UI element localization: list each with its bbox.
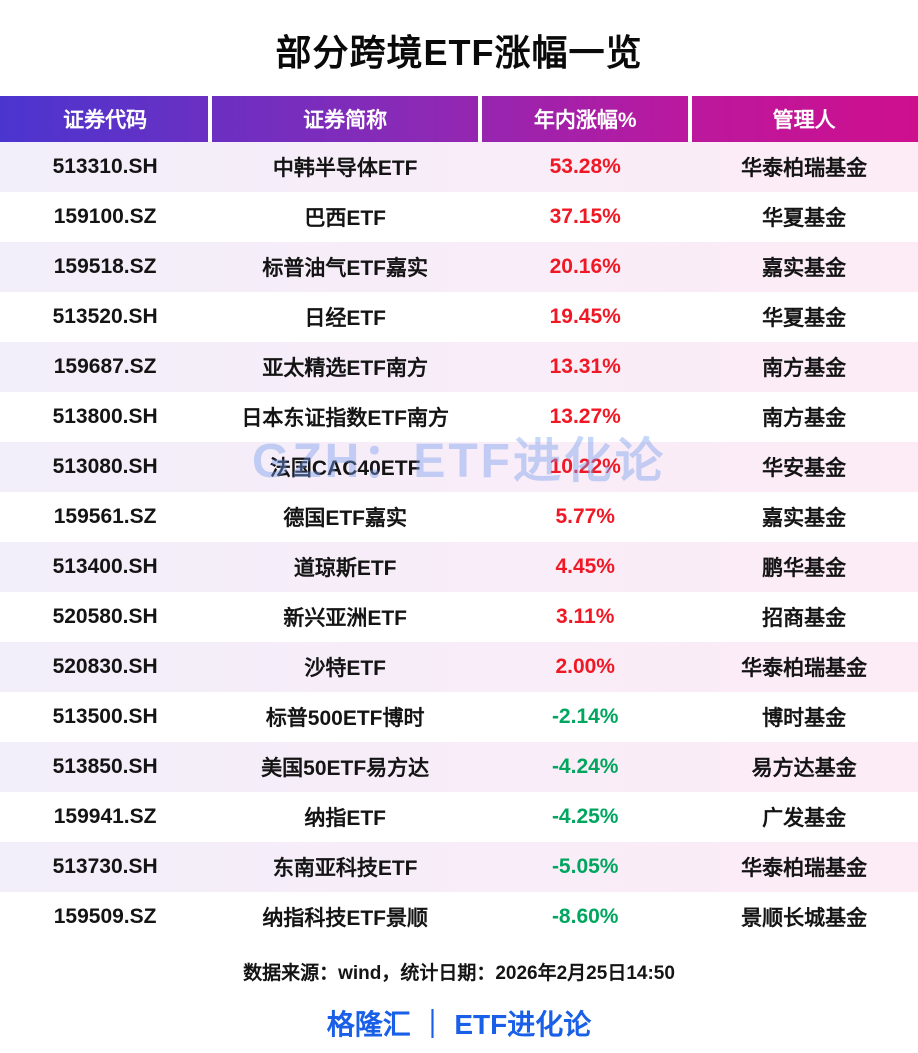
cell-code: 513800.SH (52, 405, 158, 428)
cell-code: 159509.SZ (53, 905, 157, 928)
cell-code: 159941.SZ (53, 805, 157, 828)
cell-change: 4.45% (555, 555, 615, 578)
cell-code: 513500.SH (52, 705, 158, 728)
cell-name: 日本东证指数ETF南方 (241, 407, 449, 430)
cell-change: 10.22% (549, 455, 621, 478)
cell-change: -2.14% (551, 705, 619, 728)
cell-name: 巴西ETF (304, 207, 386, 230)
header-divider (208, 96, 213, 142)
table-row: 159100.SZ 巴西ETF 37.15% 华夏基金 (0, 192, 918, 242)
cell-name: 道琼斯ETF (293, 557, 397, 580)
cell-code: 520830.SH (52, 655, 158, 678)
cell-name: 德国ETF嘉实 (283, 507, 407, 530)
cell-code: 159561.SZ (53, 505, 157, 528)
cell-change: -4.24% (551, 755, 619, 778)
cell-manager: 易方达基金 (751, 757, 857, 780)
table-row: 159518.SZ 标普油气ETF嘉实 20.16% 嘉实基金 (0, 242, 918, 292)
cell-code: 159100.SZ (53, 205, 157, 228)
etf-table: 证券代码 证券简称 年内涨幅% 管理人 513310.SH 中韩半导体ETF 53.… (0, 96, 918, 942)
cell-manager: 招商基金 (762, 607, 847, 630)
cell-manager: 南方基金 (762, 357, 847, 380)
table-row: 513520.SH 日经ETF 19.45% 华夏基金 (0, 292, 918, 342)
cell-name: 亚太精选ETF南方 (262, 357, 428, 380)
cell-change: 13.31% (549, 355, 621, 378)
cell-change: -4.25% (551, 805, 619, 828)
cell-change: 19.45% (549, 305, 621, 328)
cell-manager: 华夏基金 (762, 207, 847, 230)
table-row: 159941.SZ 纳指ETF -4.25% 广发基金 (0, 792, 918, 842)
table-row: 513800.SH 日本东证指数ETF南方 13.27% 南方基金 (0, 392, 918, 442)
cell-code: 513400.SH (52, 555, 158, 578)
cell-name: 标普油气ETF嘉实 (262, 257, 428, 280)
table-row: 513310.SH 中韩半导体ETF 53.28% 华泰柏瑞基金 (0, 142, 918, 192)
cell-code: 513520.SH (52, 305, 158, 328)
table-row: 513080.SH 法国CAC40ETF 10.22% 华安基金 (0, 442, 918, 492)
page-title: 部分跨境ETF涨幅一览 (275, 32, 643, 73)
cell-code: 159687.SZ (53, 355, 157, 378)
cell-name: 法国CAC40ETF (269, 457, 421, 480)
table-row: 159687.SZ 亚太精选ETF南方 13.31% 南方基金 (0, 342, 918, 392)
cell-manager: 华夏基金 (762, 307, 847, 330)
table-row: 520580.SH 新兴亚洲ETF 3.11% 招商基金 (0, 592, 918, 642)
cell-change: 2.00% (555, 655, 615, 678)
brand-footer: 格隆汇 ｜ ETF进化论 (326, 1009, 592, 1040)
cell-change: 13.27% (549, 405, 621, 428)
cell-manager: 博时基金 (762, 707, 847, 730)
cell-manager: 华泰柏瑞基金 (741, 157, 868, 180)
cell-name: 标普500ETF博时 (265, 707, 425, 730)
header-name: 证券简称 (303, 109, 388, 132)
table-row: 520830.SH 沙特ETF 2.00% 华泰柏瑞基金 (0, 642, 918, 692)
cell-name: 新兴亚洲ETF (283, 607, 407, 630)
cell-manager: 华安基金 (762, 457, 847, 480)
header-code: 证券代码 (63, 109, 148, 132)
cell-manager: 南方基金 (762, 407, 847, 430)
table-row: 513730.SH 东南亚科技ETF -5.05% 华泰柏瑞基金 (0, 842, 918, 892)
cell-name: 纳指ETF (304, 807, 386, 830)
cell-manager: 华泰柏瑞基金 (741, 857, 868, 880)
cell-change: 5.77% (555, 505, 615, 528)
cell-change: 53.28% (549, 155, 621, 178)
cell-manager: 景顺长城基金 (741, 907, 868, 930)
cell-manager: 嘉实基金 (762, 257, 847, 280)
cell-change: 3.11% (556, 605, 615, 628)
cell-manager: 嘉实基金 (762, 507, 847, 530)
cell-name: 中韩半导体ETF (272, 157, 418, 180)
cell-change: 37.15% (549, 205, 621, 228)
cell-code: 159518.SZ (53, 255, 157, 278)
header-change: 年内涨幅% (533, 109, 637, 132)
table-row: 513400.SH 道琼斯ETF 4.45% 鹏华基金 (0, 542, 918, 592)
cell-code: 513730.SH (52, 855, 158, 878)
cell-change: -5.05% (551, 855, 619, 878)
cell-name: 美国50ETF易方达 (261, 757, 430, 780)
cell-code: 520580.SH (52, 605, 158, 628)
cell-name: 沙特ETF (304, 657, 386, 680)
header-divider (688, 96, 693, 142)
table-row: 159509.SZ 纳指科技ETF景顺 -8.60% 景顺长城基金 (0, 892, 918, 942)
cell-change: 20.16% (549, 255, 621, 278)
cell-code: 513850.SH (52, 755, 158, 778)
cell-name: 纳指科技ETF景顺 (262, 907, 428, 930)
table-body: 513310.SH 中韩半导体ETF 53.28% 华泰柏瑞基金 159100.SZ 巴西… (0, 142, 918, 942)
data-source-note: 数据来源：wind，统计日期：2026年2月25日14:50 (243, 963, 675, 984)
header-manager: 管理人 (772, 109, 836, 132)
cell-manager: 广发基金 (762, 807, 847, 830)
cell-name: 日经ETF (304, 307, 386, 330)
cell-change: -8.60% (551, 905, 619, 928)
header-divider (478, 96, 483, 142)
cell-name: 东南亚科技ETF (272, 857, 418, 880)
cell-code: 513310.SH (52, 155, 158, 178)
table-row: 159561.SZ 德国ETF嘉实 5.77% 嘉实基金 (0, 492, 918, 542)
cell-code: 513080.SH (52, 455, 158, 478)
table-row: 513500.SH 标普500ETF博时 -2.14% 博时基金 (0, 692, 918, 742)
cell-manager: 华泰柏瑞基金 (741, 657, 868, 680)
cell-manager: 鹏华基金 (762, 557, 847, 580)
table-header-row: 证券代码 证券简称 年内涨幅% 管理人 (0, 96, 918, 142)
table-row: 513850.SH 美国50ETF易方达 -4.24% 易方达基金 (0, 742, 918, 792)
